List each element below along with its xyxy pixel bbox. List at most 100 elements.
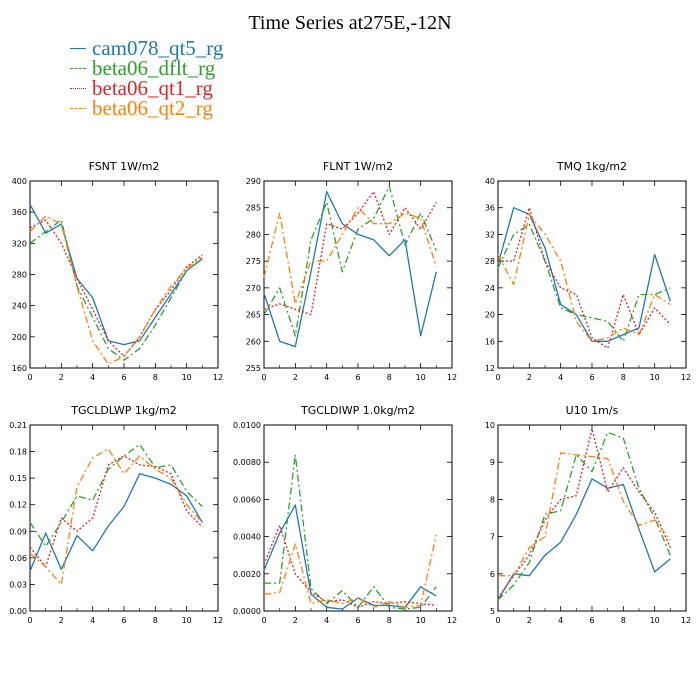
plot-frame	[29, 180, 219, 369]
y-tick-label: 0.03	[9, 580, 27, 589]
x-tick-label: 10	[416, 616, 426, 625]
panel-tgcldlwp: TGCLDLWP 1kg/m2 0 2 4 6 8 10 12 0.00 0.03 0.06 0.09…	[9, 404, 223, 625]
x-tick-label: 2	[59, 616, 64, 625]
y-tick-label: 200	[12, 333, 27, 342]
plot-frame	[29, 424, 219, 612]
y-tick-label: 280	[246, 230, 261, 239]
series-line-beta06_qt1_rg	[263, 524, 437, 608]
series-line-cam078_qt5_rg	[29, 204, 203, 346]
series-line-beta06_dflt_rg	[29, 443, 203, 547]
legend-label-beta06-qt1: beta06_qt1_rg	[92, 76, 213, 100]
y-tick-label: 290	[246, 177, 261, 186]
series-line-beta06_qt2_rg	[497, 213, 671, 342]
x-tick-label: 6	[589, 373, 594, 382]
x-tick-label: 6	[121, 373, 126, 382]
legend-label-beta06-qt2: beta06_qt2_rg	[92, 96, 213, 120]
y-tick-label: 28	[485, 257, 495, 266]
panel-flnt: FLNT 1W/m2 0 2 4 6 8 10 12 255 260 265 270 275 280 285…	[246, 160, 457, 382]
series-line-cam078_qt5_rg	[29, 473, 203, 572]
x-tick-label: 4	[324, 373, 329, 382]
legend-label-cam078: cam078_qt5_rg	[92, 36, 224, 60]
series-line-beta06_qt1_rg	[29, 219, 203, 357]
x-tick-label: 8	[387, 373, 392, 382]
x-tick-label: 10	[650, 373, 660, 382]
x-tick-label: 12	[447, 616, 457, 625]
y-tick-label: 0.0060	[233, 495, 261, 504]
x-tick-label: 6	[589, 616, 594, 625]
legend-item-beta06-qt1: beta06_qt1_rg	[70, 76, 223, 100]
y-tick-label: 16	[485, 337, 495, 346]
plot-frame	[497, 180, 687, 369]
y-tick-label: 40	[485, 177, 495, 186]
series-line-beta06_qt1_rg	[263, 191, 437, 316]
x-tick-label: 8	[621, 373, 626, 382]
plot-frame	[263, 180, 453, 369]
x-tick-label: 2	[527, 616, 532, 625]
y-tick-label: 0.06	[9, 554, 27, 563]
series-line-beta06_dflt_rg	[29, 219, 203, 361]
series-line-beta06_dflt_rg	[497, 223, 671, 342]
x-tick-label: 0	[27, 616, 32, 625]
panel-tgcldiwp: TGCLDIWP 1.0kg/m2 0 2 4 6 8 10 12 0.0000 0.0020 0.…	[233, 404, 457, 625]
y-tick-label: 24	[485, 284, 495, 293]
panel-title: U10 1m/s	[566, 404, 619, 417]
x-tick-label: 10	[182, 616, 192, 625]
series-line-beta06_qt2_rg	[29, 448, 203, 586]
x-tick-label: 8	[153, 373, 158, 382]
series-line-beta06_qt2_rg	[29, 215, 203, 365]
y-tick-label: 320	[12, 239, 27, 248]
panel-fsnt: FSNT 1W/m2 0 2 4 6 8 10 12 160 200 240 280 320 360 400	[12, 160, 223, 382]
series-line-beta06_dflt_rg	[263, 185, 437, 337]
x-tick-label: 12	[681, 616, 691, 625]
series-line-beta06_qt2_rg	[263, 207, 437, 305]
x-tick-label: 10	[182, 373, 192, 382]
x-tick-label: 8	[621, 616, 626, 625]
series-line-beta06_qt1_rg	[497, 428, 671, 599]
y-tick-label: 0.09	[9, 527, 27, 536]
y-tick-label: 20	[485, 311, 495, 320]
y-tick-label: 0.12	[9, 501, 27, 510]
y-tick-label: 10	[485, 421, 495, 430]
y-tick-label: 7	[490, 533, 495, 542]
y-tick-label: 265	[246, 311, 261, 320]
legend-swatch-beta06-qt1	[70, 88, 86, 89]
series-line-beta06_qt1_rg	[29, 455, 203, 568]
y-tick-label: 8	[490, 495, 495, 504]
panel-title: FLNT 1W/m2	[323, 160, 393, 173]
series-line-beta06_dflt_rg	[497, 431, 671, 601]
y-tick-label: 6	[490, 570, 495, 579]
y-tick-label: 400	[12, 177, 27, 186]
y-tick-label: 0.0040	[233, 533, 261, 542]
series-line-cam078_qt5_rg	[263, 191, 437, 348]
x-tick-label: 12	[447, 373, 457, 382]
y-tick-label: 5	[490, 607, 495, 616]
series-line-beta06_dflt_rg	[264, 454, 437, 610]
x-tick-label: 2	[293, 373, 298, 382]
x-tick-label: 4	[90, 373, 95, 382]
x-tick-label: 4	[90, 616, 95, 625]
y-tick-label: 160	[12, 364, 27, 373]
x-tick-label: 8	[387, 616, 392, 625]
x-tick-label: 12	[681, 373, 691, 382]
x-tick-label: 4	[558, 373, 563, 382]
x-tick-label: 0	[261, 373, 266, 382]
legend-item-beta06-dflt: beta06_dflt_rg	[70, 58, 223, 79]
panel-u10: U10 1m/s 0 2 4 6 8 10 12 5 6 7 8 9 10	[485, 404, 691, 625]
x-tick-label: 2	[293, 616, 298, 625]
series-line-beta06_qt2_rg	[263, 534, 437, 608]
y-tick-label: 0.18	[9, 448, 27, 457]
x-tick-label: 8	[153, 616, 158, 625]
plot-frame	[263, 424, 453, 612]
x-tick-label: 6	[355, 616, 360, 625]
y-tick-label: 240	[12, 302, 27, 311]
y-tick-label: 32	[485, 230, 495, 239]
y-tick-label: 270	[246, 284, 261, 293]
y-tick-label: 255	[246, 364, 261, 373]
x-tick-label: 10	[416, 373, 426, 382]
x-tick-label: 12	[213, 616, 223, 625]
x-tick-label: 2	[59, 373, 64, 382]
x-tick-label: 4	[558, 616, 563, 625]
x-tick-label: 0	[261, 616, 266, 625]
